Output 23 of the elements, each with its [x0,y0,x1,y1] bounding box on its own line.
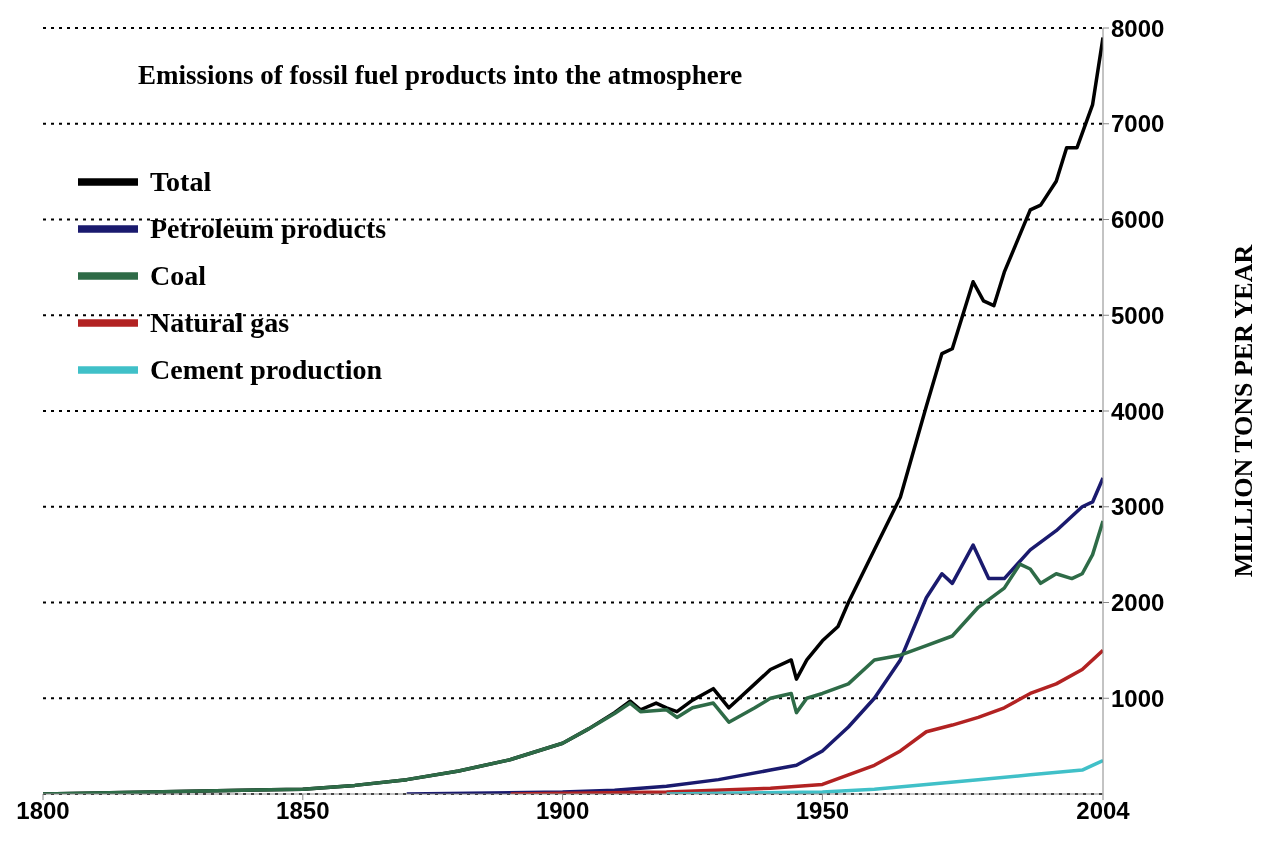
x-tick-label: 1950 [795,797,850,825]
legend-label: Total [150,165,212,197]
y-tick-label: 2000 [1111,589,1165,617]
line-series [664,758,1103,794]
y-tick-label: 1000 [1111,684,1165,712]
y-tick-label: 5000 [1111,301,1165,329]
y-tick-label: 8000 [1111,14,1165,42]
y-tick-label: 4000 [1111,397,1165,425]
x-tick-label: 2004 [1076,797,1131,825]
y-tick-label: 7000 [1111,110,1165,138]
x-tick-label: 1800 [16,797,70,825]
y-tick-label: 3000 [1111,493,1165,521]
legend-label: Cement production [150,353,383,385]
legend-label: Coal [150,259,206,291]
line-series [404,476,1103,794]
line-series [508,648,1103,794]
y-axis-title: MILLION TONS PER YEAR [1229,244,1259,578]
y-tick-label: 6000 [1111,206,1165,234]
legend-label: Petroleum products [150,212,387,244]
x-tick-label: 1900 [535,797,590,825]
x-tick-label: 1850 [276,797,330,825]
legend-label: Natural gas [150,306,290,338]
text: Emissions of fossil fuel products into the atmosphere [137,59,744,92]
